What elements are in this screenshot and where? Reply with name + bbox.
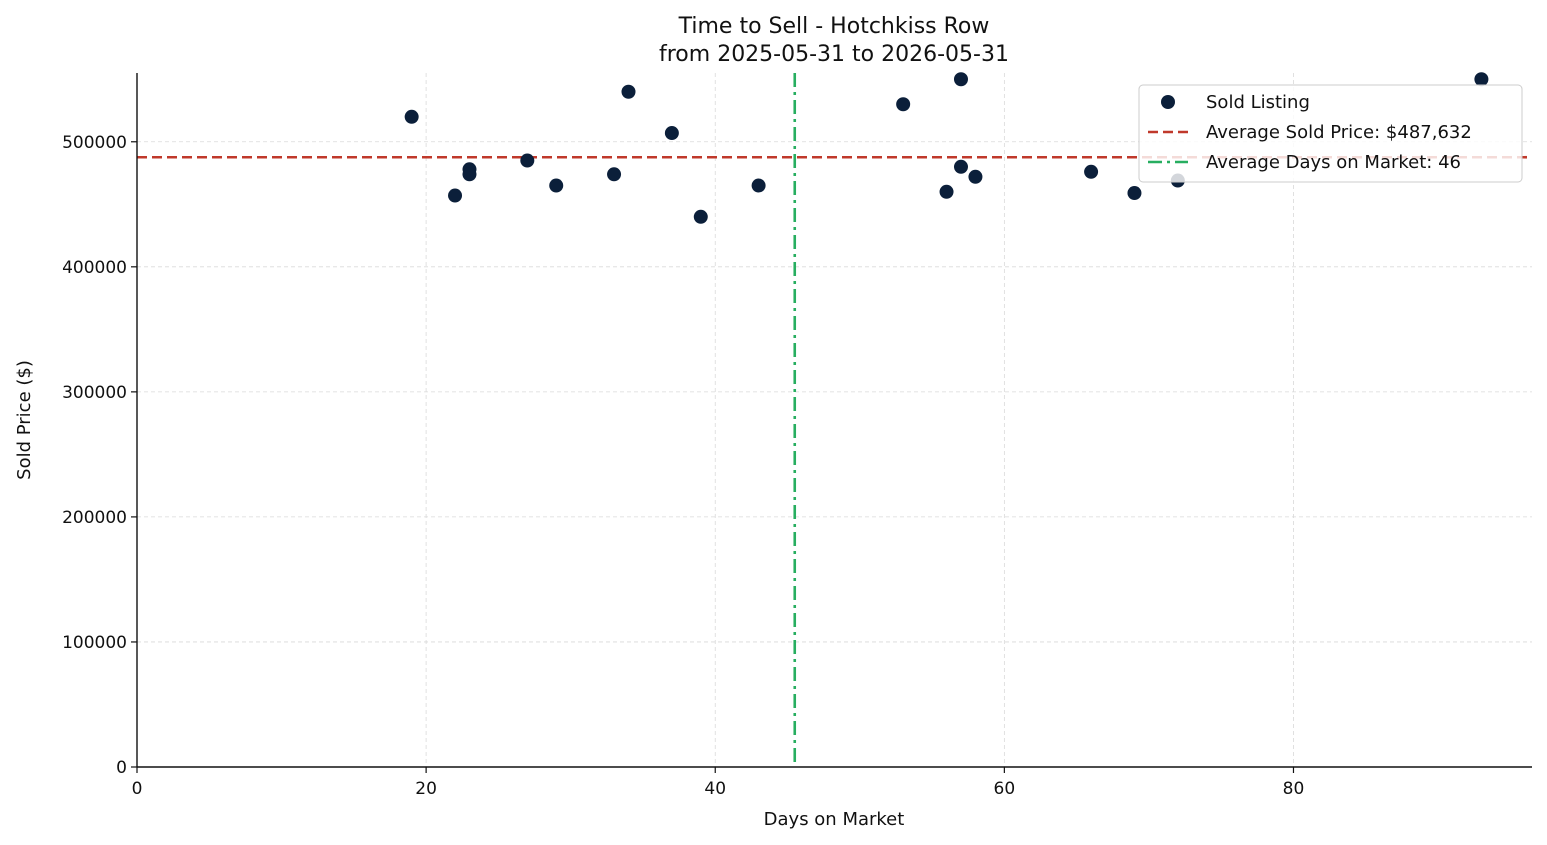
data-point xyxy=(607,167,622,182)
x-tick-label: 20 xyxy=(415,779,437,799)
y-tick-label: 200000 xyxy=(62,508,127,528)
legend-label-average-days: Average Days on Market: 46 xyxy=(1206,152,1461,173)
data-point xyxy=(968,169,983,184)
data-point xyxy=(896,97,911,112)
data-point xyxy=(462,167,477,182)
data-point xyxy=(953,159,968,174)
legend-marker-sold-listing xyxy=(1161,95,1175,109)
chart-subtitle: from 2025-05-31 to 2026-05-31 xyxy=(659,42,1009,67)
data-point xyxy=(621,84,636,99)
y-tick-label: 100000 xyxy=(62,633,127,653)
data-point xyxy=(520,153,535,168)
legend: Sold Listing Average Sold Price: $487,632… xyxy=(1138,84,1523,183)
data-point xyxy=(549,178,564,193)
legend-box xyxy=(1138,84,1523,183)
y-tick-label: 0 xyxy=(116,758,127,778)
x-tick-label: 80 xyxy=(1283,779,1305,799)
y-tick-label: 500000 xyxy=(62,133,127,153)
tick-labels: 0 20 40 60 80 0 100000 200000 300000 400000 500000 xyxy=(62,133,1304,799)
data-point xyxy=(693,209,708,224)
y-tick-label: 400000 xyxy=(62,258,127,278)
data-point xyxy=(448,188,463,203)
data-point xyxy=(404,109,419,124)
x-tick-label: 0 xyxy=(132,779,143,799)
legend-label-average-price: Average Sold Price: $487,632 xyxy=(1206,122,1472,143)
data-point xyxy=(751,178,766,193)
data-point xyxy=(953,72,968,87)
chart-title: Time to Sell - Hotchkiss Row xyxy=(678,14,990,39)
data-point xyxy=(664,126,679,141)
axes xyxy=(131,73,1532,773)
data-point xyxy=(1127,186,1142,201)
data-point xyxy=(1474,72,1489,87)
legend-label-sold-listing: Sold Listing xyxy=(1206,92,1310,113)
x-axis-label: Days on Market xyxy=(764,809,905,830)
y-axis-label: Sold Price ($) xyxy=(14,360,35,480)
data-point xyxy=(1084,164,1099,179)
data-point xyxy=(939,184,954,199)
x-tick-label: 40 xyxy=(704,779,726,799)
x-tick-label: 60 xyxy=(994,779,1016,799)
y-tick-label: 300000 xyxy=(62,383,127,403)
